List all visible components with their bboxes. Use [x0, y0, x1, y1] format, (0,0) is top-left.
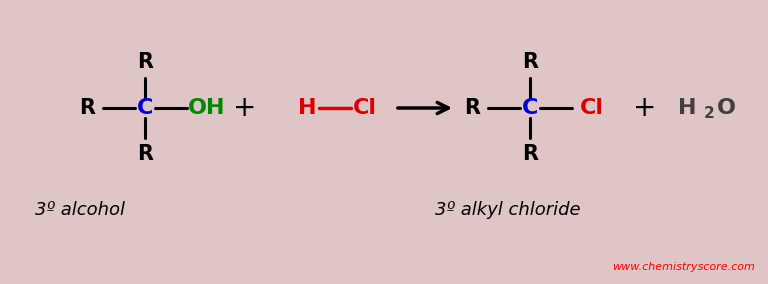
Text: R: R: [137, 52, 153, 72]
Text: 3º alcohol: 3º alcohol: [35, 201, 125, 219]
Text: +: +: [634, 94, 657, 122]
Text: Cl: Cl: [353, 98, 377, 118]
Text: +: +: [233, 94, 257, 122]
Text: 2: 2: [704, 105, 715, 120]
Text: R: R: [464, 98, 480, 118]
Text: www.chemistryscore.com: www.chemistryscore.com: [612, 262, 755, 272]
Text: R: R: [137, 144, 153, 164]
Text: Cl: Cl: [580, 98, 604, 118]
Text: +: +: [233, 94, 257, 122]
Text: 3º alkyl chloride: 3º alkyl chloride: [435, 201, 581, 219]
Text: H: H: [677, 98, 696, 118]
Text: OH: OH: [188, 98, 226, 118]
Text: O: O: [717, 98, 736, 118]
Text: H: H: [298, 98, 316, 118]
Text: R: R: [79, 98, 95, 118]
Text: R: R: [522, 144, 538, 164]
Text: R: R: [522, 52, 538, 72]
Text: C: C: [521, 98, 538, 118]
Text: C: C: [137, 98, 153, 118]
